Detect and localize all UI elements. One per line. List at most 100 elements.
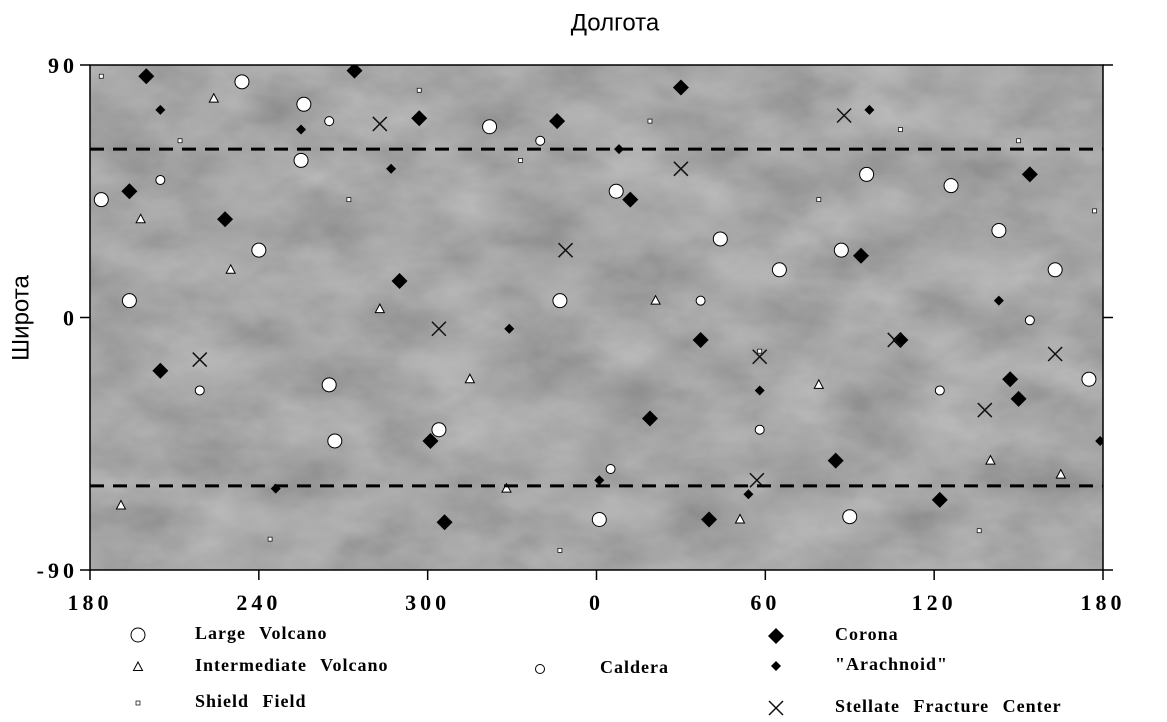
corona-marker <box>931 491 948 508</box>
corona-marker <box>121 183 138 200</box>
corona-marker <box>346 65 363 79</box>
caldera-marker <box>1024 315 1035 326</box>
x-axis-title: Долгота <box>571 9 660 36</box>
legend-label: "Arachnoid" <box>835 654 948 674</box>
intermediate-volcano-marker <box>115 499 127 510</box>
shield-field-marker <box>267 536 273 542</box>
corona-marker <box>622 191 639 208</box>
x-tick-label: 240 <box>236 590 281 615</box>
corona-marker <box>853 247 870 264</box>
large-volcano-marker <box>296 96 312 112</box>
x-tick-label: 0 <box>589 590 604 615</box>
legend-label: Shield Field <box>195 691 307 711</box>
x-tick-label: 300 <box>405 590 450 615</box>
shield-field-marker <box>416 87 422 93</box>
large-volcano-marker <box>859 166 875 182</box>
corona-marker <box>892 331 909 348</box>
map-texture <box>90 65 1103 570</box>
shield-field-marker <box>177 138 183 144</box>
corona-marker <box>701 511 718 528</box>
shield-field-marker <box>557 548 563 553</box>
arachnoid-marker <box>1095 435 1103 446</box>
intermediate-volcano-marker <box>813 378 825 389</box>
x-tick-label: 180 <box>68 590 113 615</box>
stellate-fracture-marker <box>558 242 574 258</box>
large-volcano-marker <box>771 262 787 278</box>
legend-label: Large Volcano <box>195 623 328 643</box>
stellate-fracture-marker <box>192 352 208 368</box>
intermediate-volcano-marker <box>734 513 746 524</box>
corona-marker <box>436 514 453 531</box>
large-volcano-marker <box>234 74 250 90</box>
large-volcano-marker <box>1081 371 1097 387</box>
caldera-marker <box>695 295 706 306</box>
corona-marker <box>1010 390 1027 407</box>
intermediate-volcano-marker <box>208 92 220 103</box>
large-volcano-marker <box>943 178 959 194</box>
large-volcano-marker <box>121 293 137 309</box>
caldera-marker <box>194 385 205 396</box>
corona-marker <box>1021 166 1038 183</box>
corona-marker <box>768 628 784 644</box>
large-volcano-marker <box>130 627 146 643</box>
shield-field-marker <box>518 158 523 163</box>
arachnoid-marker <box>594 475 605 486</box>
shield-field-marker <box>757 348 763 354</box>
stellate-fracture-marker <box>752 349 768 365</box>
arachnoid-marker <box>993 295 1004 306</box>
shield-field-marker <box>898 127 903 132</box>
large-volcano-marker <box>251 242 267 258</box>
corona-marker <box>217 211 234 228</box>
arachnoid-marker <box>743 489 754 500</box>
y-axis-title: Широта <box>7 275 34 361</box>
large-volcano-marker <box>591 512 607 527</box>
stellate-fracture-marker <box>673 161 689 177</box>
caldera-marker <box>605 464 616 474</box>
arachnoid-marker <box>155 104 166 115</box>
shield-field-marker <box>135 700 141 706</box>
legend-label: Intermediate Volcano <box>195 655 389 675</box>
arachnoid-marker <box>754 385 765 396</box>
x-tick-label: 60 <box>750 590 780 615</box>
large-volcano-marker <box>1047 262 1063 278</box>
intermediate-volcano-marker <box>464 373 476 384</box>
corona-marker <box>692 331 709 348</box>
intermediate-volcano-marker <box>374 303 386 314</box>
large-volcano-marker <box>321 377 337 393</box>
arachnoid-marker <box>771 661 781 671</box>
intermediate-volcano-marker <box>650 294 661 305</box>
intermediate-volcano-marker <box>1055 468 1067 479</box>
caldera-marker <box>934 385 945 396</box>
intermediate-volcano-marker <box>132 660 144 671</box>
intermediate-volcano-marker <box>225 263 237 274</box>
shield-field-marker <box>816 197 822 203</box>
stellate-fracture-marker <box>1047 346 1063 362</box>
legend-label: Corona <box>835 624 899 644</box>
shield-field-marker <box>346 197 352 203</box>
legend: Large Volcano Intermediate Volcano Shield … <box>130 623 1062 716</box>
intermediate-volcano-marker <box>135 213 146 224</box>
legend-label: Stellate Fracture Center <box>835 696 1062 716</box>
large-volcano-marker <box>712 231 728 247</box>
intermediate-volcano-marker <box>501 482 512 493</box>
stellate-fracture-marker <box>768 700 784 716</box>
caldera-marker <box>535 135 546 146</box>
shield-field-marker <box>98 73 104 79</box>
corona-marker <box>391 273 408 290</box>
corona-marker <box>138 68 155 85</box>
stellate-fracture-marker <box>372 116 388 132</box>
large-volcano-marker <box>552 293 568 309</box>
shield-field-marker <box>1016 138 1021 144</box>
arachnoid-marker <box>864 104 875 115</box>
intermediate-volcano-marker <box>985 454 996 465</box>
corona-marker <box>827 452 844 469</box>
large-volcano-marker <box>833 242 849 258</box>
corona-marker <box>152 362 169 379</box>
shield-field-marker <box>976 528 982 534</box>
y-tick-label: -90 <box>37 558 78 583</box>
arachnoid-marker <box>296 124 307 135</box>
large-volcano-marker <box>293 152 309 168</box>
large-volcano-marker <box>93 192 109 208</box>
